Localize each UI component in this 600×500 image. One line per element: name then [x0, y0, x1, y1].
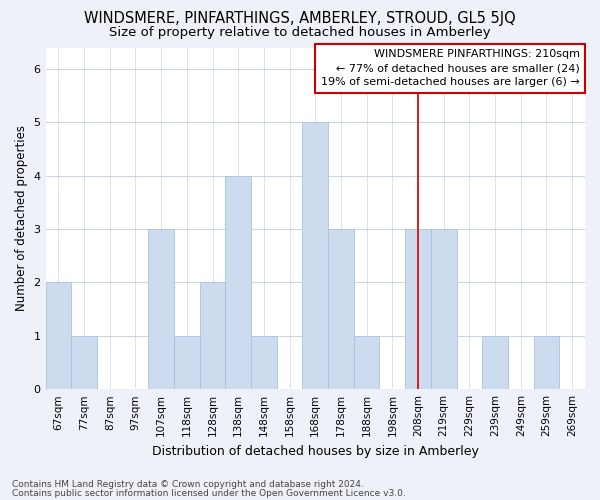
Bar — [405, 229, 431, 389]
Text: Size of property relative to detached houses in Amberley: Size of property relative to detached ho… — [109, 26, 491, 39]
Text: WINDSMERE, PINFARTHINGS, AMBERLEY, STROUD, GL5 5JQ: WINDSMERE, PINFARTHINGS, AMBERLEY, STROU… — [84, 11, 516, 26]
Bar — [174, 336, 200, 389]
Bar — [71, 336, 97, 389]
Bar — [354, 336, 379, 389]
X-axis label: Distribution of detached houses by size in Amberley: Distribution of detached houses by size … — [152, 444, 479, 458]
Bar — [431, 229, 457, 389]
Bar — [200, 282, 226, 389]
Text: WINDSMERE PINFARTHINGS: 210sqm
← 77% of detached houses are smaller (24)
19% of : WINDSMERE PINFARTHINGS: 210sqm ← 77% of … — [321, 49, 580, 87]
Bar — [328, 229, 354, 389]
Bar — [533, 336, 559, 389]
Bar — [148, 229, 174, 389]
Text: Contains public sector information licensed under the Open Government Licence v3: Contains public sector information licen… — [12, 488, 406, 498]
Text: Contains HM Land Registry data © Crown copyright and database right 2024.: Contains HM Land Registry data © Crown c… — [12, 480, 364, 489]
Y-axis label: Number of detached properties: Number of detached properties — [15, 126, 28, 312]
Bar — [46, 282, 71, 389]
Bar — [251, 336, 277, 389]
Bar — [302, 122, 328, 389]
Bar — [226, 176, 251, 389]
Bar — [482, 336, 508, 389]
